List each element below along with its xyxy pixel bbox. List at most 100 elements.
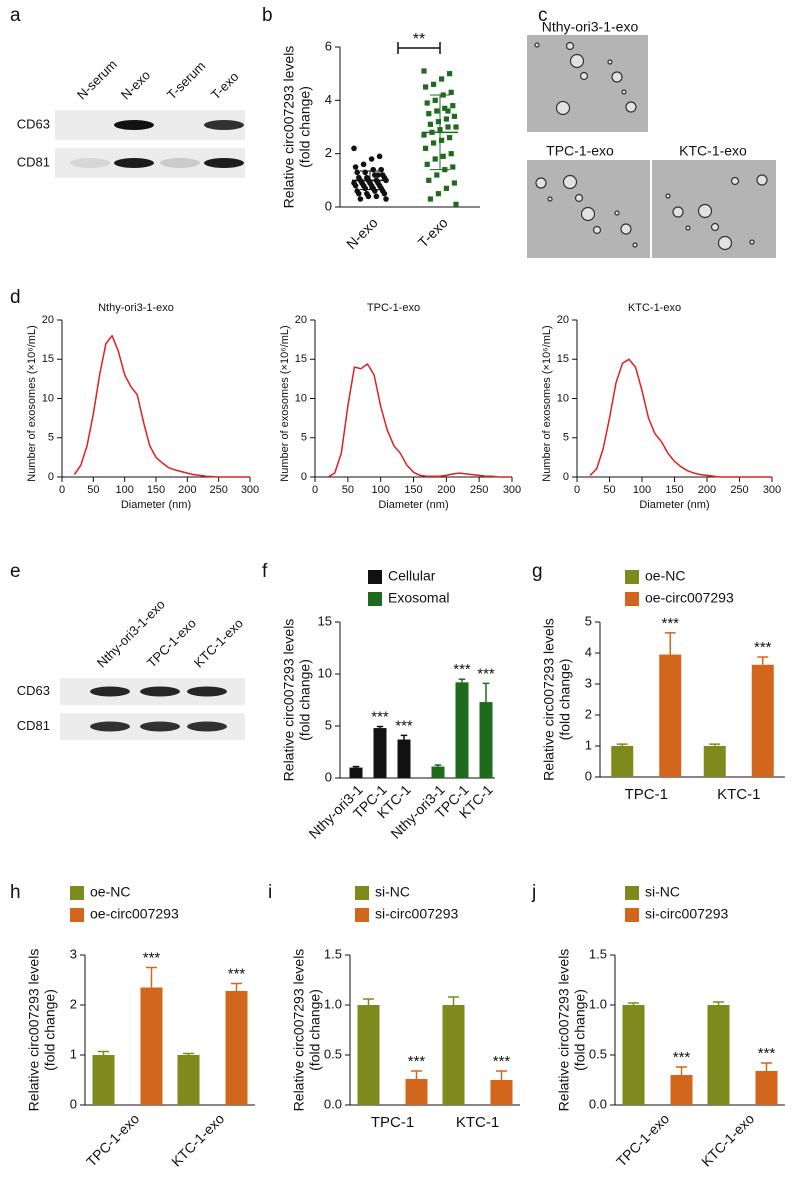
protein-label: CD81 [17, 718, 50, 733]
data-point [450, 103, 456, 109]
bar [140, 987, 163, 1105]
bar [405, 1079, 428, 1105]
bar [659, 654, 682, 777]
data-point [424, 161, 430, 167]
vesicle [621, 89, 627, 95]
data-point [424, 100, 430, 106]
y-axis-label: (fold change) [572, 989, 588, 1071]
bar [349, 767, 363, 778]
y-tick-label: 1 [585, 737, 592, 752]
y-axis-label: (fold change) [307, 989, 323, 1071]
x-tick-label: 50 [342, 484, 354, 496]
bar [455, 682, 469, 778]
x-tick-label: TPC-1 [625, 786, 668, 803]
panel-label: j [531, 882, 536, 903]
vesicle [620, 223, 632, 235]
legend-label: oe-circ007293 [90, 906, 179, 922]
vesicle [535, 177, 547, 189]
y-tick-label: 15 [295, 353, 307, 365]
x-tick-label: 0 [59, 484, 65, 496]
bar [177, 1055, 200, 1105]
bar [397, 739, 411, 778]
bar [755, 1071, 778, 1105]
panel-label: f [262, 561, 268, 582]
y-tick-label: 0 [325, 198, 332, 213]
y-tick-label: 0 [301, 471, 307, 483]
x-tick-label: T-exo [415, 214, 451, 250]
blot-band [90, 721, 130, 732]
data-point [352, 164, 359, 170]
data-point [362, 185, 369, 192]
significance: *** [395, 717, 413, 734]
bar [357, 1005, 380, 1105]
x-tick-label: 0 [574, 484, 580, 496]
protein-label: CD63 [17, 683, 50, 698]
vesicle [592, 225, 602, 235]
data-point [439, 137, 445, 143]
bar [442, 1005, 465, 1105]
legend-swatch [70, 908, 84, 922]
data-point [440, 153, 446, 159]
y-axis-label: Relative circ007293 levels [26, 949, 42, 1112]
lane-label: TPC-1-exo [144, 615, 199, 670]
y-tick-label: 15 [318, 613, 332, 628]
data-point [448, 89, 454, 95]
legend-label: si-NC [375, 884, 410, 900]
x-tick-label: TPC-1-exo [83, 1110, 142, 1169]
x-tick-label: KTC-1-exo [168, 1110, 227, 1169]
data-point [434, 108, 440, 114]
blot-band [160, 158, 200, 168]
vesicle [562, 174, 578, 190]
y-tick-label: 5 [585, 613, 592, 628]
x-tick-label: 0 [312, 484, 318, 496]
y-tick-label: 0 [563, 471, 569, 483]
legend-swatch [355, 886, 369, 900]
significance: *** [673, 1049, 691, 1066]
y-tick-label: 1 [70, 1046, 77, 1061]
x-tick-label: 100 [371, 484, 389, 496]
significance: *** [408, 1053, 426, 1070]
data-point [427, 121, 433, 127]
legend-label: oe-NC [645, 568, 685, 584]
legend-label: Exosomal [388, 590, 449, 606]
y-tick-label: 2 [70, 996, 77, 1011]
bar [490, 1080, 513, 1105]
y-tick-label: 5 [325, 717, 332, 732]
y-axis-label: (fold change) [557, 659, 573, 741]
x-tick-label: TPC-1-exo [613, 1110, 672, 1169]
bar [703, 746, 726, 777]
x-tick-label: 200 [698, 484, 716, 496]
bar [92, 1055, 115, 1105]
micrograph-image [652, 160, 776, 258]
bar [622, 1005, 645, 1105]
data-point [427, 196, 433, 202]
vesicle [614, 210, 620, 216]
x-tick-label: 250 [730, 484, 748, 496]
legend-label: oe-circ007293 [645, 590, 734, 606]
y-tick-label: 4 [585, 644, 592, 659]
data-point [451, 180, 457, 186]
data-point [447, 71, 453, 77]
significance: *** [661, 615, 679, 632]
bar [670, 1075, 693, 1105]
vesicle [580, 206, 596, 222]
y-tick-label: 0.5 [589, 1046, 607, 1061]
x-tick-label: 100 [633, 484, 651, 496]
y-tick-label: 0 [325, 769, 332, 784]
data-point [381, 190, 388, 197]
size-distribution-line [73, 334, 250, 478]
blot-band [114, 120, 154, 130]
significance: *** [371, 708, 389, 725]
vesicle [569, 53, 585, 69]
protein-label: CD63 [17, 116, 50, 131]
panel-label: d [10, 287, 21, 308]
panel-label: a [10, 5, 21, 26]
blot-band [204, 158, 244, 168]
panel-label: b [262, 5, 273, 26]
bar [707, 1005, 730, 1105]
data-point [423, 84, 429, 90]
x-tick-label: 50 [603, 484, 615, 496]
lane-label: T-serum [164, 58, 208, 102]
y-tick-label: 0 [585, 768, 592, 783]
lane-label: KTC-1-exo [191, 615, 246, 670]
